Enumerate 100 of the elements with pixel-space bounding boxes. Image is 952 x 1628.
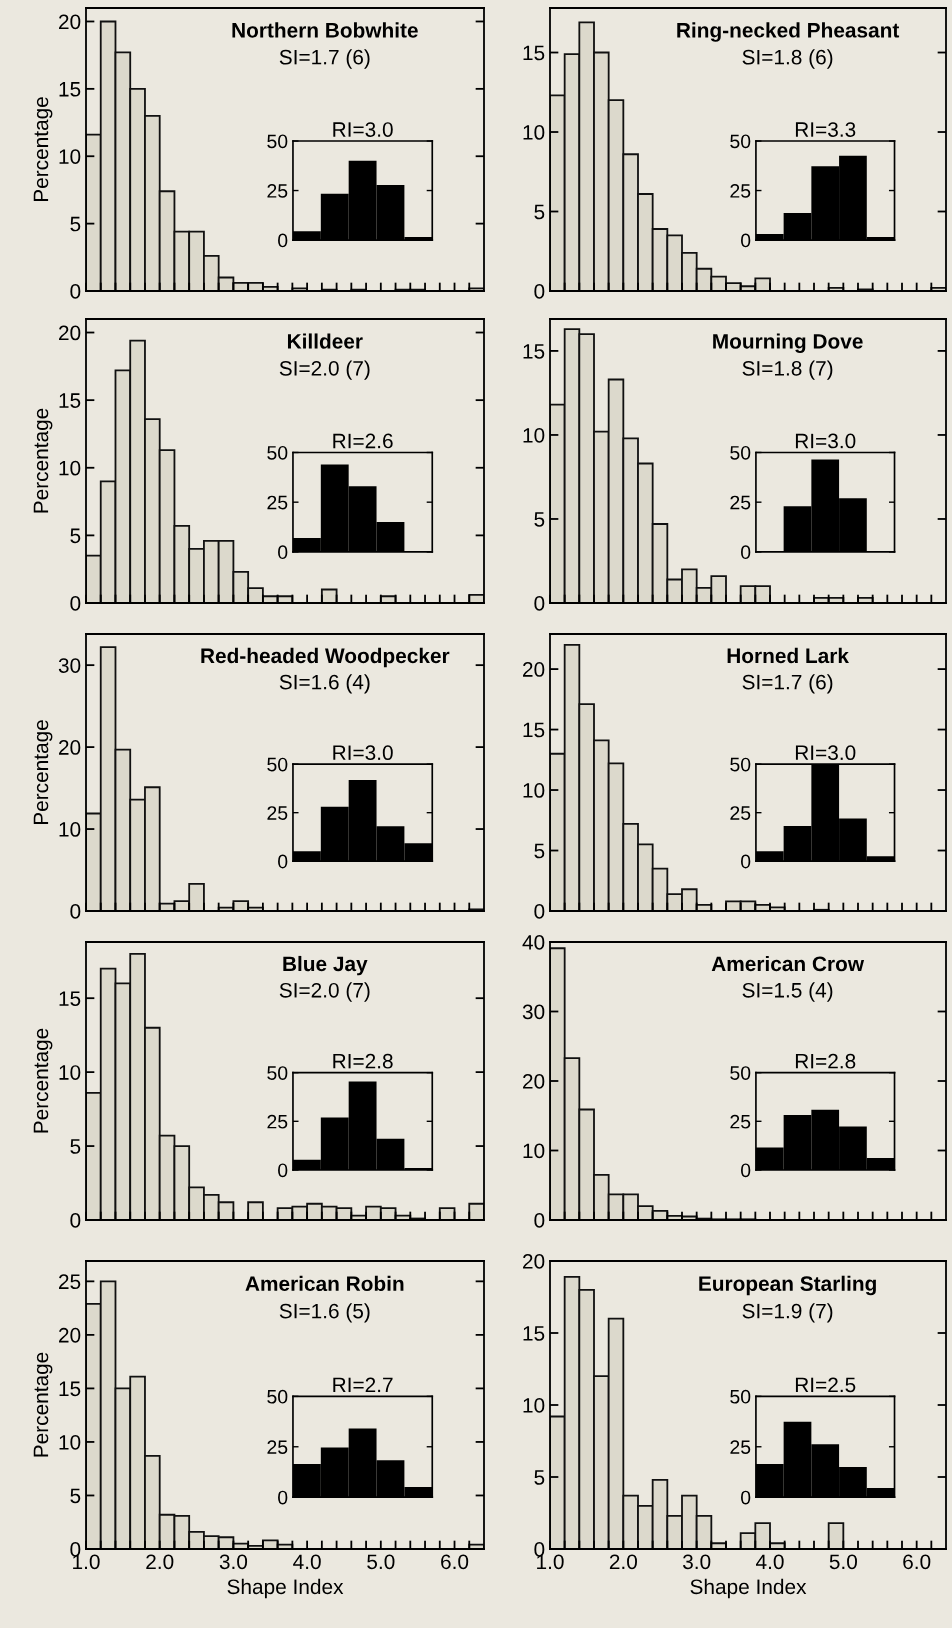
text: Red-headed Woodpecker [201,647,450,668]
chart-title: RI=2.7 [333,1377,393,1393]
y-axis-title: Percentage [33,1352,53,1457]
y-tick-label: 0 [741,233,751,248]
y-tick-label: 10 [523,125,545,140]
y-axis-title: Percentage [33,720,53,825]
x-tick-label: 3.0 [219,1554,248,1570]
x-tick-label: 6.0 [903,1554,931,1570]
text: SI=1.6 (5) [279,1303,370,1323]
y-tick-label: 5 [534,843,545,859]
y-tick-label: 50 [730,1066,751,1080]
y-tick-label: 25 [730,1114,751,1129]
y-tick-label: 20 [59,740,81,755]
text: SI=1.8 (7) [742,360,833,380]
x-tick-label: 2.0 [609,1554,637,1570]
chart-title: RI=2.8 [795,1053,856,1069]
y-tick-label: 10 [59,460,81,476]
text: SI=1.9 (7) [742,1303,833,1323]
y-tick-label: 0 [278,545,288,560]
y-tick-label: 20 [59,1327,81,1343]
y-tick-label: 0 [278,1490,288,1505]
chart-title: RI=2.5 [795,1377,856,1393]
y-tick-label: 15 [523,344,545,359]
text: Killdeer [287,333,363,349]
x-axis-title: Shape Index [227,1578,344,1599]
y-tick-label: 15 [59,393,81,408]
y-tick-label: 10 [59,822,81,837]
text: American Crow [711,955,865,972]
y-tick-label: 20 [59,325,81,341]
y-tick-label: 10 [59,149,81,164]
y-tick-label: 10 [523,427,545,443]
y-tick-label: 0 [70,596,81,611]
y-tick-label: 10 [523,1143,545,1159]
y-tick-label: 15 [523,722,545,738]
y-tick-label: 20 [523,1254,545,1269]
y-tick-label: 25 [730,495,751,510]
y-tick-label: 5 [534,1470,545,1485]
y-tick-label: 50 [730,757,751,772]
y-tick-label: 5 [70,1488,81,1504]
y-tick-label: 0 [741,1490,751,1505]
y-axis-title: Percentage [33,408,53,513]
y-tick-label: 25 [730,1440,751,1454]
y-tick-label: 50 [267,1389,288,1404]
y-tick-label: 0 [70,1213,81,1228]
x-axis-title: Shape Index [690,1578,807,1599]
x-tick-label: 4.0 [756,1554,784,1570]
y-tick-label: 5 [534,512,545,527]
text: Horned Lark [727,647,849,664]
y-tick-label: 15 [59,991,81,1006]
x-tick-label: 4.0 [293,1554,321,1570]
text: SI=1.8 (6) [742,49,833,69]
y-tick-label: 10 [59,1434,81,1450]
y-tick-label: 20 [59,14,81,30]
y-tick-label: 0 [278,1163,288,1178]
y-tick-label: 0 [278,854,288,869]
y-tick-label: 20 [523,1074,545,1089]
y-tick-label: 50 [267,757,288,772]
y-tick-label: 10 [523,1398,545,1413]
y-tick-label: 30 [522,1004,545,1020]
y-tick-label: 25 [267,806,288,820]
y-tick-label: 40 [522,935,545,950]
chart-title: RI=3.0 [795,433,856,449]
y-tick-label: 5 [70,528,81,544]
y-tick-label: 0 [70,284,81,299]
x-tick-label: 5.0 [367,1554,395,1570]
y-tick-label: 20 [523,662,545,677]
y-tick-label: 50 [730,445,751,460]
x-tick-label: 5.0 [829,1554,857,1570]
chart-title: RI=3.0 [795,745,856,761]
y-tick-label: 25 [267,184,288,198]
y-tick-label: 50 [730,1389,751,1404]
chart-title: RI=2.6 [333,433,393,449]
y-tick-label: 0 [534,596,545,611]
chart-title: RI=2.8 [333,1053,393,1069]
chart-title: RI=3.0 [333,745,393,761]
text: American Robin [245,1275,404,1292]
y-tick-label: 0 [741,1163,751,1178]
y-tick-label: 25 [267,1440,288,1454]
y-tick-label: 50 [267,134,288,149]
y-tick-label: 5 [70,216,81,232]
y-tick-label: 0 [70,904,81,919]
text: SI=1.7 (6) [742,674,833,694]
chart-title: RI=3.0 [333,122,393,137]
x-tick-label: 6.0 [441,1554,469,1570]
y-tick-label: 30 [58,658,81,673]
x-tick-label: 2.0 [146,1554,174,1570]
y-tick-label: 25 [730,184,751,198]
text: SI=1.5 (4) [742,982,833,1002]
text: Blue Jay [283,955,368,976]
y-tick-label: 50 [267,1066,288,1080]
y-tick-label: 0 [534,1213,545,1228]
y-tick-label: 0 [741,545,751,560]
text: Ring-necked Pheasant [677,22,900,42]
text: European Starling [699,1275,876,1296]
y-tick-label: 15 [523,1326,545,1341]
y-axis-title: Percentage [33,1028,53,1133]
y-tick-label: 15 [59,1381,81,1397]
x-tick-label: 3.0 [682,1554,711,1570]
y-tick-label: 25 [59,1274,81,1290]
y-tick-label: 25 [267,495,288,510]
